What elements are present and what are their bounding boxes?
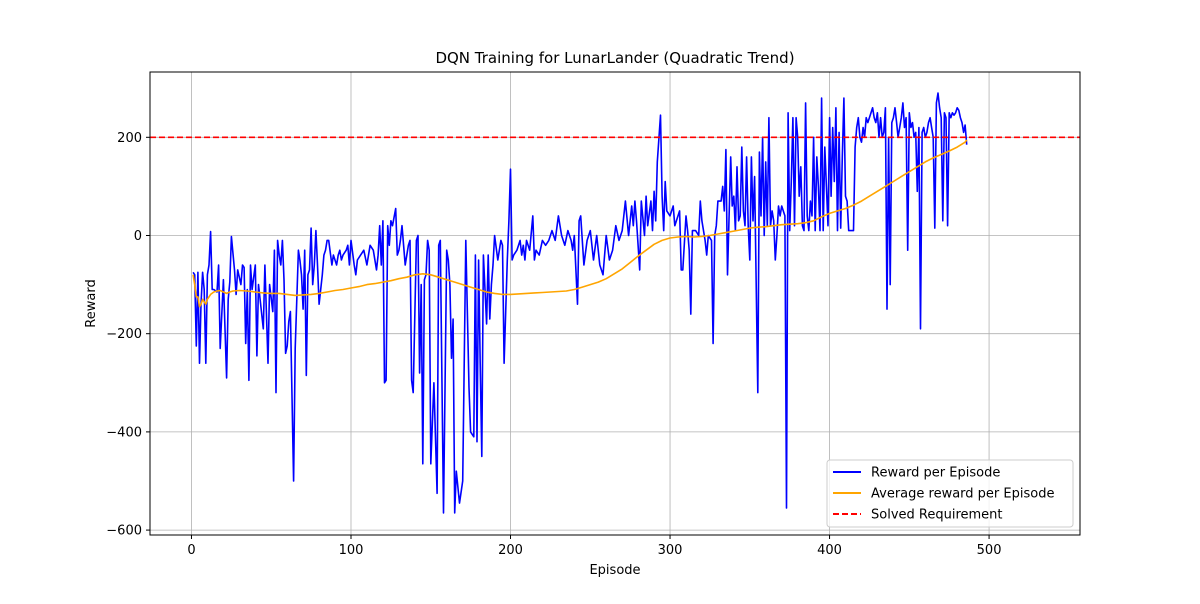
legend-label-reward: Reward per Episode — [871, 466, 1000, 481]
x-tick-label: 400 — [817, 543, 842, 558]
reward-per-episode-line — [192, 92, 968, 514]
average-reward-line — [192, 139, 968, 308]
y-tick-label: 200 — [117, 131, 142, 146]
y-axis-title: Reward — [84, 279, 99, 327]
x-tick-label: 0 — [187, 543, 195, 558]
x-tick-label: 500 — [977, 543, 1002, 558]
y-tick-label: −400 — [106, 425, 142, 440]
x-tick-label: 300 — [658, 543, 683, 558]
axis-ticks: 0 100 200 300 400 500 −600 −400 −200 0 200 — [106, 131, 1001, 558]
legend-label-solved: Solved Requirement — [871, 508, 1003, 523]
x-axis-title: Episode — [589, 563, 640, 578]
y-tick-label: 0 — [134, 229, 142, 244]
y-tick-label: −600 — [106, 524, 142, 539]
y-tick-label: −200 — [106, 327, 142, 342]
legend: Reward per Episode Average reward per Ep… — [826, 459, 1074, 528]
axes-frame — [149, 71, 1081, 536]
chart-title: DQN Training for LunarLander (Quadratic … — [435, 49, 794, 67]
data-lines — [150, 92, 1080, 514]
legend-box — [826, 459, 1074, 528]
x-tick-label: 200 — [498, 543, 523, 558]
x-tick-label: 100 — [339, 543, 364, 558]
legend-label-average: Average reward per Episode — [871, 487, 1054, 502]
